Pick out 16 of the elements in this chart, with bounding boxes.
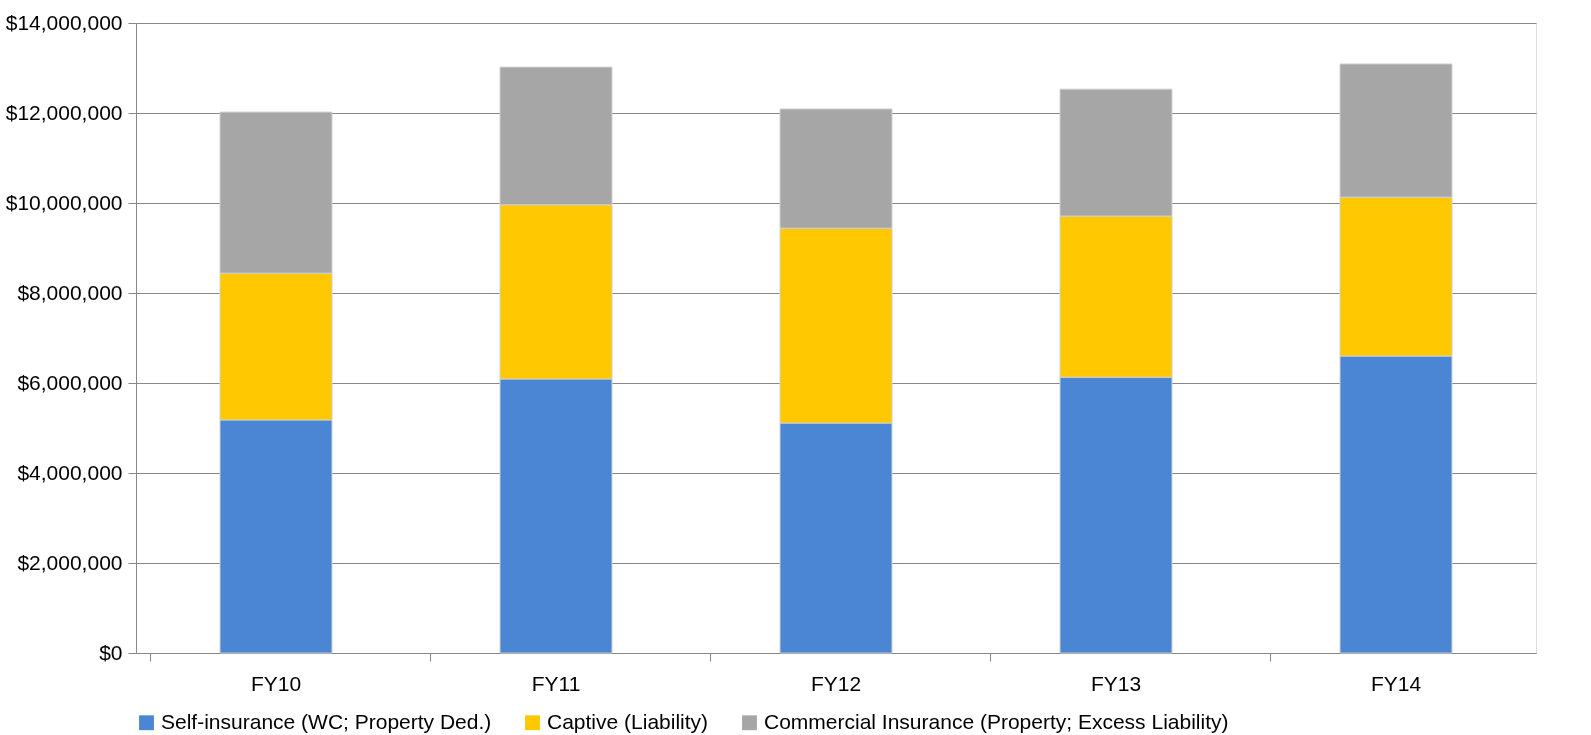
legend-label: Commercial Insurance (Property; Excess Liability): [764, 709, 1229, 733]
x-tick-label: FY11: [531, 671, 581, 695]
y-tick-label: $4,000,000: [17, 460, 123, 484]
x-tick-label: FY14: [1370, 671, 1422, 695]
y-tick-label: $12,000,000: [5, 100, 123, 124]
y-tick-label: $8,000,000: [17, 280, 123, 304]
y-tick-label: $0: [99, 640, 123, 664]
y-tick-label: $14,000,000: [5, 10, 123, 34]
x-tick-label: FY12: [810, 671, 862, 695]
x-tick-label: FY13: [1090, 671, 1142, 695]
legend-label: Captive (Liability): [547, 709, 709, 733]
y-tick-label: $6,000,000: [17, 370, 123, 394]
x-tick-label: FY10: [250, 671, 302, 695]
y-tick-label: $10,000,000: [5, 190, 123, 214]
legend-label: Self-insurance (WC; Property Ded.): [161, 709, 492, 733]
y-tick-label: $2,000,000: [17, 550, 123, 574]
